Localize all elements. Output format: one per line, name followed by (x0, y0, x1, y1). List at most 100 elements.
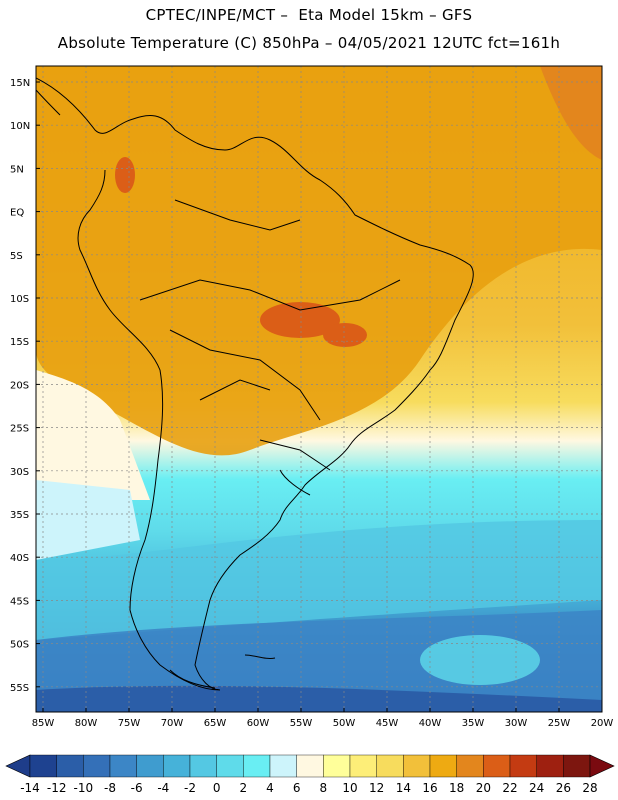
lat-tick-label: 35S (10, 510, 29, 521)
lat-tick-label: 10N (10, 121, 30, 132)
colorbar-label: -6 (131, 781, 143, 795)
colorbar-swatch (269, 754, 297, 778)
colorbar-label: -4 (157, 781, 169, 795)
pacific-cool-tongue (36, 370, 150, 500)
lat-tick-label: 5N (10, 164, 24, 175)
south-america-coast (36, 77, 474, 691)
lon-tick-label: 25W (548, 718, 571, 729)
colorbar-label: 2 (240, 781, 248, 795)
lat-tick-label: 30S (10, 467, 29, 478)
tierra-del-fuego (169, 669, 216, 689)
cold-band-3 (36, 685, 602, 712)
lon-tick-label: 65W (204, 718, 227, 729)
lat-tick-label: 45S (10, 596, 29, 607)
colorbar-label: 0 (213, 781, 221, 795)
colorbar-label: -2 (184, 781, 196, 795)
colorbar-swatch (163, 754, 191, 778)
cold-band-1 (36, 520, 602, 640)
lon-tick-label: 75W (118, 718, 141, 729)
colorbar-swatch (456, 754, 484, 778)
colorbar-label: 20 (476, 781, 491, 795)
lat-tick-label: 25S (10, 424, 29, 435)
lat-tick-label: 15N (10, 78, 30, 89)
hot-core-brazil-2 (323, 323, 367, 347)
lon-tick-label: 55W (290, 718, 313, 729)
colorbar-label: 16 (422, 781, 437, 795)
lat-tick-label: 50S (10, 640, 29, 651)
lon-tick-label: 20W (591, 718, 614, 729)
colorbar-swatch (509, 754, 537, 778)
map-frame (35, 65, 603, 713)
colorbar-over-arrow (589, 754, 615, 778)
hot-core-andes (115, 157, 135, 193)
lon-tick-label: 40W (419, 718, 442, 729)
colorbar: -14 -12 -10 -8 -6 -4 -2 0 2 4 6 8 10 12 14 16 18 20 22 24 26… (5, 754, 615, 795)
chart-subtitle: Absolute Temperature (C) 850hPa – 04/05/… (57, 34, 561, 52)
colorbar-swatch (243, 754, 271, 778)
lat-tick-label: 5S (10, 251, 23, 262)
colorbar-label: -12 (47, 781, 67, 795)
lon-tick-label: 80W (75, 718, 98, 729)
lat-tick-label: 40S (10, 553, 29, 564)
colorbar-label: 24 (529, 781, 544, 795)
border-2 (169, 329, 321, 421)
hot-patch-atlantic (540, 66, 602, 160)
colorbar-swatch (83, 754, 111, 778)
chart-title: CPTEC/INPE/MCT – Eta Model 15km – GFS (145, 6, 473, 24)
border-1 (139, 279, 401, 311)
colorbar-label: -8 (104, 781, 116, 795)
lat-tick-label: 10S (10, 294, 29, 305)
colorbar-swatch (536, 754, 564, 778)
colorbar-under-arrow (5, 754, 31, 778)
map-field (36, 66, 602, 712)
hot-core-brazil (260, 302, 340, 338)
border-5 (174, 199, 301, 231)
uruguay-outline (279, 469, 311, 496)
central-america-coast (36, 89, 61, 116)
colorbar-label: 12 (369, 781, 384, 795)
colorbar-label: -14 (20, 781, 40, 795)
warm-band (36, 66, 602, 456)
colorbar-label: 10 (342, 781, 357, 795)
lon-tick-label: 30W (505, 718, 528, 729)
lon-tick-label: 50W (333, 718, 356, 729)
colorbar-label: 28 (582, 781, 597, 795)
colorbar-label: -10 (74, 781, 94, 795)
colorbar-swatch (483, 754, 511, 778)
border-3 (199, 379, 271, 401)
colorbar-swatch (29, 754, 57, 778)
colorbar-label: 14 (396, 781, 411, 795)
lon-tick-label: 85W (32, 718, 55, 729)
colorbar-label: 18 (449, 781, 464, 795)
cold-eddy (420, 635, 540, 685)
colorbar-label: 8 (320, 781, 328, 795)
lat-tick-label: EQ (10, 208, 24, 219)
colorbar-swatch (216, 754, 244, 778)
lat-lon-grid (36, 66, 602, 712)
colorbar-label: 6 (293, 781, 301, 795)
colorbar-label: 4 (266, 781, 274, 795)
lon-tick-label: 60W (247, 718, 270, 729)
colorbar-swatch (296, 754, 324, 778)
longitude-axis: 85W 80W 75W 70W 65W 60W 55W 50W 45W 40W 35W 30W 25W 2… (32, 708, 614, 729)
coastlines (36, 77, 474, 691)
lat-tick-label: 20S (10, 380, 29, 391)
colorbar-swatch (323, 754, 351, 778)
lon-tick-label: 35W (462, 718, 485, 729)
latitude-axis: 15N 10N 5N EQ 5S 10S 15S 20S 25S 30S 35S 40S 45S 50S 5… (10, 78, 40, 694)
falklands-outline (244, 654, 276, 659)
border-4 (259, 439, 331, 471)
colorbar-swatch (429, 754, 457, 778)
lat-tick-label: 15S (10, 337, 29, 348)
lat-tick-label: 55S (10, 683, 29, 694)
lon-tick-label: 45W (376, 718, 399, 729)
colorbar-swatch (136, 754, 164, 778)
colorbar-swatch (349, 754, 377, 778)
colorbar-swatch (109, 754, 137, 778)
colorbar-label: 22 (502, 781, 517, 795)
colorbar-label: 26 (556, 781, 571, 795)
colorbar-swatch (189, 754, 217, 778)
lon-tick-label: 70W (161, 718, 184, 729)
colorbar-swatch (376, 754, 404, 778)
